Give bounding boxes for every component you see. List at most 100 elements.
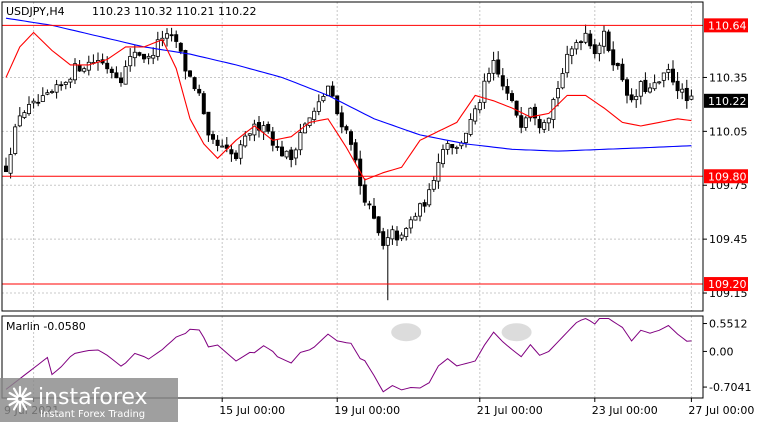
level-badge	[704, 18, 748, 33]
candle-body	[270, 131, 275, 146]
candle-body	[312, 110, 317, 120]
indicator-tick-label: 0.5512	[709, 318, 748, 331]
candle-body	[279, 146, 284, 157]
candle-body	[206, 111, 211, 136]
candle-body	[59, 84, 64, 87]
candle-body	[675, 80, 680, 92]
candle-body	[298, 132, 303, 151]
candle-body	[381, 231, 386, 246]
candle-body	[671, 68, 676, 83]
candle-body	[519, 115, 524, 128]
candles	[4, 24, 694, 301]
candle-body	[174, 34, 179, 42]
candle-body	[54, 84, 59, 93]
candle-body	[330, 85, 335, 97]
candle-body	[680, 88, 685, 93]
candle-body	[192, 77, 197, 90]
price-tick-label: 109.45	[709, 233, 748, 246]
candle-body	[321, 96, 326, 102]
candle-body	[496, 59, 501, 75]
candle-body	[413, 215, 418, 221]
candle-body	[40, 95, 45, 102]
candle-body	[50, 91, 55, 93]
candle-body	[344, 126, 349, 131]
time-axis-label: 23 Jul 00:00	[592, 404, 658, 417]
candle-body	[22, 112, 27, 118]
candle-body	[509, 93, 514, 101]
candle-body	[652, 82, 657, 90]
candle-body	[4, 165, 9, 173]
candle-body	[141, 53, 146, 60]
indicator-label: Marlin -0.0580	[6, 320, 86, 333]
candle-body	[302, 123, 307, 134]
candle-body	[266, 123, 271, 132]
burst-icon-ray	[20, 400, 28, 411]
candle-body	[114, 72, 119, 79]
candle-body	[602, 30, 607, 47]
indicator-panel-frame	[1, 315, 704, 399]
candle-body	[579, 41, 584, 44]
level-badge-label: 109.80	[708, 170, 747, 183]
candle-body	[146, 55, 151, 59]
burst-icon-ray	[12, 400, 20, 411]
candle-body	[399, 234, 404, 239]
main-panel-frame	[1, 1, 704, 312]
candle-body	[247, 133, 252, 136]
candle-body	[445, 143, 450, 150]
candle-body	[82, 68, 87, 72]
candle-body	[284, 150, 289, 158]
candle-body	[560, 73, 565, 89]
candle-body	[73, 63, 78, 81]
candle-body	[689, 95, 694, 100]
candle-body	[371, 205, 376, 219]
price-tick-label: 110.05	[709, 125, 748, 138]
candle-body	[17, 115, 22, 127]
candle-body	[109, 68, 114, 74]
candle-body	[408, 219, 413, 229]
price-tick-label: 110.35	[709, 71, 748, 84]
candle-body	[224, 144, 229, 149]
candle-body	[648, 87, 653, 93]
candle-body	[86, 61, 91, 71]
candle-body	[178, 42, 183, 52]
level-badge	[704, 169, 748, 184]
candle-body	[533, 106, 538, 119]
candle-body	[77, 64, 82, 72]
candle-body	[293, 149, 298, 159]
candle-body	[394, 230, 399, 241]
candle-body	[252, 123, 257, 136]
candle-body	[634, 95, 639, 101]
candle-body	[427, 189, 432, 206]
candle-body	[505, 86, 510, 94]
candle-body	[684, 87, 689, 102]
indicator-tick-label: -0.7041	[709, 381, 751, 394]
candle-body	[404, 228, 409, 238]
candle-body	[583, 32, 588, 43]
candle-body	[638, 81, 643, 97]
time-axis-label: 19 Jul 00:00	[334, 404, 400, 417]
candle-body	[36, 101, 41, 104]
marlin-line	[5, 317, 692, 393]
indicator-highlight	[501, 323, 532, 342]
candle-body	[385, 237, 390, 246]
candle-body	[261, 125, 266, 133]
candle-body	[63, 81, 68, 85]
ohlc-label: 110.23 110.32 110.21 110.22	[92, 5, 256, 18]
candle-body	[477, 102, 482, 111]
candle-body	[661, 72, 666, 81]
candle-body	[243, 135, 248, 147]
candle-body	[450, 144, 455, 149]
candle-body	[123, 66, 128, 85]
candle-body	[119, 77, 124, 84]
candle-body	[151, 54, 156, 59]
candle-body	[482, 80, 487, 103]
candle-body	[542, 122, 547, 130]
candle-body	[463, 132, 468, 143]
candle-body	[348, 131, 353, 145]
candle-body	[367, 203, 372, 206]
candle-body	[422, 202, 427, 207]
level-badge-label: 110.64	[708, 19, 747, 32]
time-axis-label: 15 Jul 00:00	[219, 404, 285, 417]
